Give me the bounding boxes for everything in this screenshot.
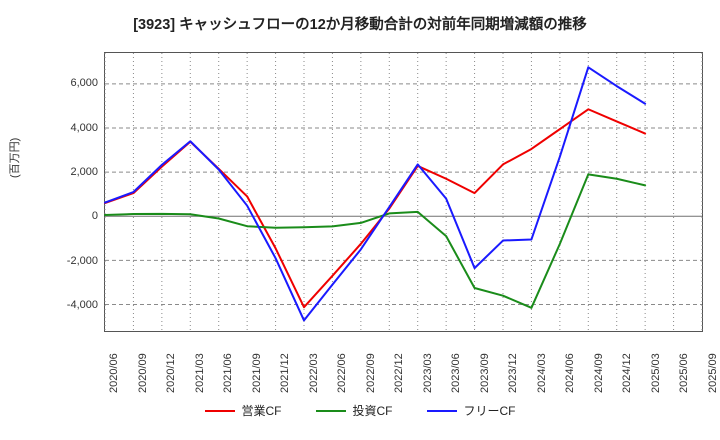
x-axis-tick-label: 2020/12 [165,353,178,393]
grid-lines [105,53,702,331]
legend-label: 営業CF [241,404,282,418]
y-axis-tick-label: 4,000 [70,121,98,134]
legend-item[interactable]: フリーCF [426,402,516,419]
y-axis-tick-label: -4,000 [66,299,98,312]
x-axis-tick-label: 2024/09 [592,353,605,393]
y-axis-tick-label: -2,000 [66,254,98,267]
x-axis-tick-label: 2023/09 [478,353,491,393]
legend-color-swatch [315,409,346,412]
x-axis-tick-label: 2025/03 [649,353,662,393]
legend-item[interactable]: 投資CF [315,402,393,419]
x-axis-tick-label: 2020/09 [136,353,149,393]
legend-label: 投資CF [352,404,393,418]
x-axis-tick-label: 2022/03 [307,353,320,393]
x-axis-tick-label: 2025/09 [707,353,719,393]
y-axis-tick-label: 6,000 [70,77,98,90]
x-axis-tick-label: 2021/06 [222,353,235,393]
legend-color-swatch [426,409,457,412]
x-axis-tick-label: 2022/12 [393,353,406,393]
x-axis-tick-label: 2022/06 [336,353,349,393]
series-line [105,67,645,320]
y-axis-tick-labels: -4,000 -2,000 0 2,000 4,000 6,000 [40,52,98,332]
chart-legend: 営業CF 投資CF フリーCF [0,402,720,419]
plot-area [104,52,703,332]
x-axis-tick-label: 2024/06 [564,353,577,393]
chart-title: [3923] キャッシュフローの12か月移動合計の対前年同期増減額の推移 [133,17,587,33]
x-axis-tick-label: 2024/03 [535,353,548,393]
x-axis-tick-label: 2022/09 [364,353,377,393]
x-axis-tick-labels: 2020/06 2020/09 2020/12 2021/03 2021/06 2021/… [0,337,720,397]
x-axis-tick-label: 2023/03 [421,353,434,393]
x-axis-tick-label: 2023/12 [507,353,520,393]
data-series-lines [105,53,702,331]
legend-label: フリーCF [463,404,516,418]
x-axis-tick-label: 2023/06 [450,353,463,393]
x-axis-tick-label: 2024/12 [621,353,634,393]
x-axis-tick-label: 2021/12 [279,353,292,393]
y-axis-tick-label: 2,000 [70,166,98,178]
series-line [105,109,645,307]
x-axis-tick-label: 2021/09 [250,353,263,393]
y-axis-tick-label: 0 [91,210,98,223]
legend-item[interactable]: 営業CF [204,402,282,419]
y-axis-unit-label: (百万円) [9,137,21,178]
series-line [105,174,645,307]
x-axis-tick-label: 2021/03 [193,353,206,393]
x-axis-tick-label: 2025/06 [678,353,691,393]
x-axis-tick-label: 2020/06 [108,353,120,393]
legend-color-swatch [204,409,235,412]
